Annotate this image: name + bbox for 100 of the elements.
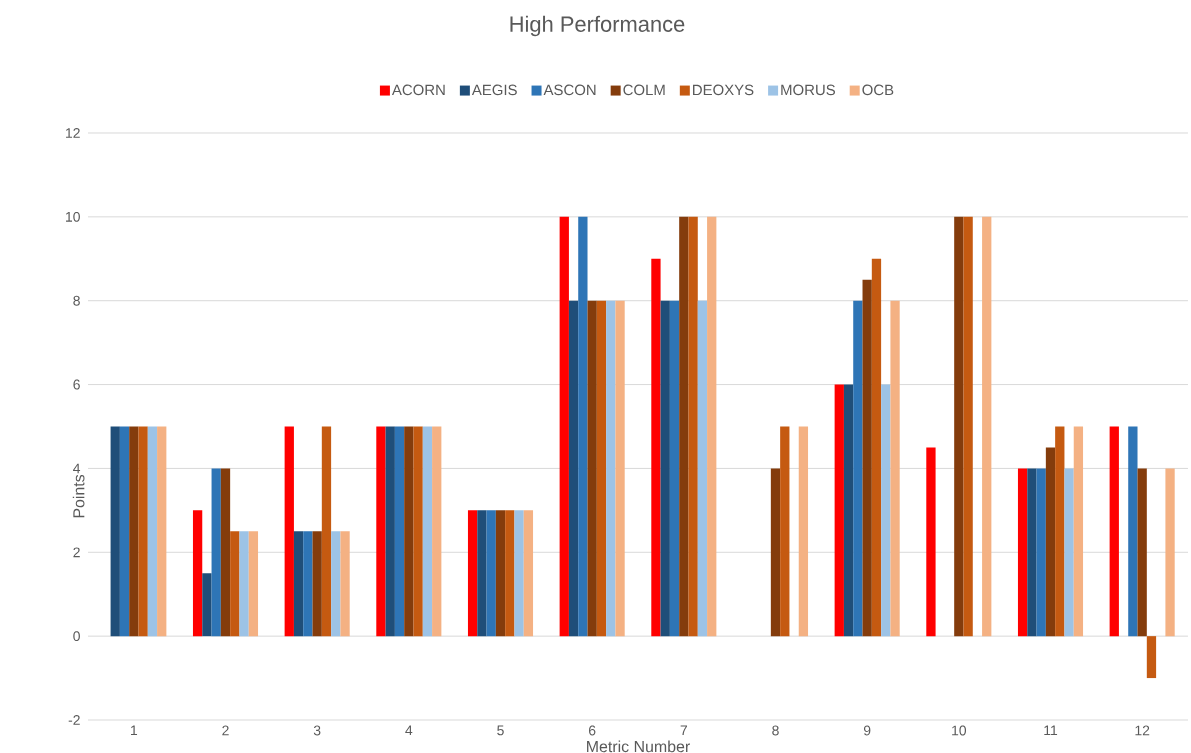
bar — [606, 300, 616, 637]
bar — [413, 426, 423, 637]
bar — [1045, 447, 1056, 637]
bar — [505, 510, 515, 637]
bar — [157, 426, 167, 637]
bar — [202, 573, 212, 637]
chart-title: High Performance — [510, 15, 685, 37]
bar — [770, 468, 781, 637]
bar — [119, 426, 130, 637]
y-tick-label: 2 — [73, 547, 80, 558]
x-tick-label: 7 — [680, 725, 688, 736]
bar — [707, 216, 717, 637]
bar — [862, 279, 872, 637]
bar — [651, 258, 661, 637]
bar — [422, 426, 433, 637]
y-tick-label: 8 — [73, 295, 80, 306]
bar — [467, 510, 478, 637]
x-tick-label: 3 — [313, 725, 321, 736]
bar — [926, 447, 936, 637]
bar — [853, 300, 863, 637]
bar — [514, 510, 524, 637]
bar — [834, 384, 844, 637]
y-tick-label: 0 — [73, 631, 80, 642]
legend-label: ACORN — [391, 84, 445, 96]
bar — [1165, 468, 1175, 637]
bar — [1017, 468, 1028, 637]
bar — [881, 384, 891, 637]
bar — [248, 531, 259, 637]
bar — [954, 216, 964, 637]
bar — [303, 531, 313, 637]
bar — [871, 258, 882, 637]
y-tick-label: 6 — [73, 379, 80, 390]
bar — [404, 426, 414, 637]
bar — [230, 531, 240, 637]
x-tick-label: 4 — [405, 725, 413, 736]
bar — [688, 216, 698, 637]
bar — [129, 426, 139, 637]
bar — [568, 300, 579, 637]
bar — [192, 510, 203, 637]
bar — [138, 426, 148, 637]
bar — [1055, 426, 1065, 637]
bar — [394, 426, 405, 637]
bar — [559, 216, 569, 637]
bar — [284, 426, 294, 637]
bar — [1036, 468, 1046, 637]
bar — [1073, 426, 1084, 637]
bar — [798, 426, 809, 637]
bar — [331, 531, 341, 637]
x-axis-title: Metric Number — [587, 740, 690, 753]
x-tick-label: 9 — [863, 725, 871, 736]
bar — [1137, 468, 1147, 637]
legend-label: COLM — [623, 84, 665, 96]
bar — [477, 510, 487, 637]
legend-label: ASCON — [543, 84, 596, 96]
bar — [596, 300, 607, 637]
legend-label: OCB — [862, 84, 894, 96]
bar — [578, 216, 588, 637]
bar — [587, 300, 597, 637]
bar — [963, 216, 973, 637]
x-tick-label: 11 — [1044, 725, 1058, 736]
x-tick-label: 1 — [131, 725, 138, 736]
bar — [321, 426, 332, 637]
legend-label: MORUS — [781, 84, 836, 96]
x-tick-label: 2 — [222, 725, 229, 736]
bar — [697, 300, 708, 637]
bar — [1128, 426, 1138, 637]
x-tick-label: 6 — [588, 725, 596, 736]
bar — [486, 510, 496, 637]
bar — [312, 531, 322, 637]
x-tick-label: 5 — [497, 725, 504, 736]
bar — [376, 426, 386, 637]
bar — [615, 300, 625, 637]
bar — [220, 468, 231, 637]
y-tick-label: 12 — [66, 128, 80, 138]
bar — [982, 216, 992, 637]
bar — [1146, 636, 1157, 679]
bar — [679, 216, 689, 637]
bar — [147, 426, 158, 637]
legend-label: DEOXYS — [693, 84, 754, 96]
legend-label: AEGIS — [471, 84, 517, 96]
bar — [843, 384, 854, 637]
x-tick-label: 10 — [952, 725, 967, 736]
bar — [385, 426, 395, 637]
y-tick-label: 4 — [73, 463, 81, 474]
bar — [669, 300, 680, 637]
bar — [293, 531, 304, 637]
y-axis-title: Points — [72, 474, 85, 518]
bar — [239, 531, 249, 637]
y-tick-label: 10 — [66, 211, 80, 222]
bar — [523, 510, 534, 637]
bar — [211, 468, 221, 637]
bar — [495, 510, 506, 637]
bar — [432, 426, 442, 637]
bar — [110, 426, 120, 637]
bar — [1109, 426, 1119, 637]
x-tick-label: 12 — [1135, 725, 1150, 736]
bar — [1064, 468, 1074, 637]
bar — [660, 300, 670, 637]
bar — [890, 300, 900, 637]
bar — [1027, 468, 1037, 637]
